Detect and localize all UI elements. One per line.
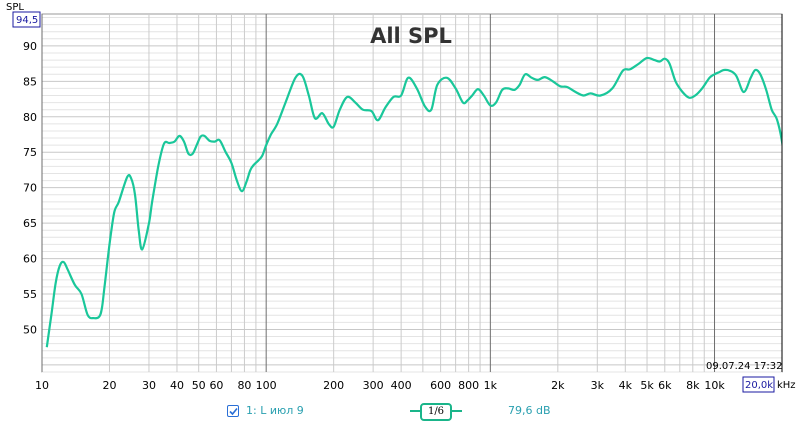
- x-tick-label: 200: [323, 379, 344, 392]
- x-end-box[interactable]: [742, 376, 775, 393]
- y-tick-label: 85: [23, 75, 37, 88]
- x-tick-label: 2k: [551, 379, 565, 392]
- x-tick-label: 20: [102, 379, 116, 392]
- smoothing-line-right: [452, 410, 462, 412]
- x-tick-label: 30: [142, 379, 156, 392]
- x-tick-label: 400: [391, 379, 412, 392]
- y-tick-label: 80: [23, 111, 37, 124]
- y-tick-labels: 50 55 60 65 70 75 80 85 90: [23, 40, 37, 337]
- y-tick-label: 50: [23, 323, 37, 336]
- y-tick-label: 75: [23, 146, 37, 159]
- cursor-value: 79,6 dB: [508, 404, 551, 417]
- x-tick-label: 300: [363, 379, 384, 392]
- y-tick-label: 90: [23, 40, 37, 53]
- smoothing-line-left: [410, 410, 420, 412]
- x-tick-label: 60: [209, 379, 223, 392]
- x-tick-label: 600: [430, 379, 451, 392]
- x-tick-label: 100: [256, 379, 277, 392]
- y-tick-label: 65: [23, 217, 37, 230]
- x-tick-label: 3k: [591, 379, 605, 392]
- chart-title: All SPL: [370, 24, 452, 48]
- x-tick-labels: 10 20 30 40 50 60 80 100 200 300 400 600 800 1k 2k 3k 4k…: [35, 379, 725, 392]
- series-checkbox[interactable]: [227, 405, 239, 417]
- y-tick-label: 55: [23, 288, 37, 301]
- x-end-label: 20,0k: [745, 380, 773, 391]
- smoothing-control[interactable]: 1/6: [410, 403, 462, 421]
- x-tick-label: 8k: [686, 379, 700, 392]
- minor-grid: [41, 13, 783, 373]
- smoothing-label[interactable]: 1/6: [420, 403, 452, 421]
- series-line-1: [45, 56, 782, 348]
- x-axis-unit: kHz: [777, 380, 796, 391]
- plot-frame: [41, 13, 783, 373]
- y-axis-title: SPL: [6, 2, 24, 13]
- y-max-box[interactable]: [12, 11, 41, 28]
- check-icon: [229, 407, 238, 416]
- x-tick-label: 40: [170, 379, 184, 392]
- x-tick-label: 50: [192, 379, 206, 392]
- x-tick-label: 6k: [658, 379, 672, 392]
- series-label[interactable]: 1: L июл 9: [246, 404, 304, 417]
- x-tick-label: 10k: [704, 379, 725, 392]
- timestamp: 09.07.24 17:32: [706, 361, 783, 372]
- y-tick-label: 70: [23, 182, 37, 195]
- x-tick-label: 10: [35, 379, 49, 392]
- y-tick-label: 60: [23, 253, 37, 266]
- legend-bar: 1: L июл 9 1/6 79,6 dB: [0, 402, 800, 424]
- x-tick-label: 5k: [640, 379, 654, 392]
- x-tick-label: 4k: [619, 379, 633, 392]
- x-tick-label: 1k: [484, 379, 498, 392]
- x-tick-label: 80: [237, 379, 251, 392]
- y-max-label: 94,5: [16, 15, 38, 26]
- x-tick-label: 800: [458, 379, 479, 392]
